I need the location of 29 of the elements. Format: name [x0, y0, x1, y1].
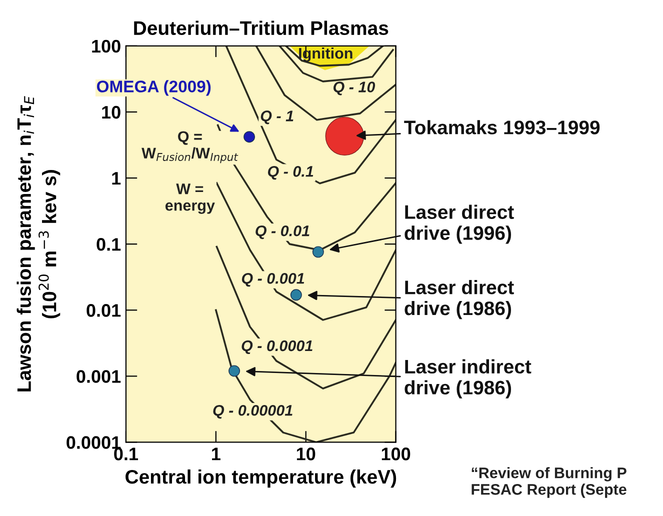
- text: Laser direct drive (1996): [404, 204, 514, 244]
- annotation: Q - 0.01: [256, 225, 310, 240]
- y-tick-label: 0.001: [76, 370, 121, 383]
- y-tick-label: 1: [112, 172, 121, 185]
- annotation: Q - 1: [260, 110, 294, 124]
- x-tick-label: 0.1: [114, 448, 138, 460]
- annotation: Q - 0.00001: [213, 404, 292, 419]
- text: Q = W$_{Fusion}$/W$_{Input}$: [142, 131, 238, 164]
- x-tick-label: 1: [212, 448, 220, 460]
- annotation: Q - 0.001: [242, 273, 304, 287]
- annotation: W = energy: [165, 184, 215, 214]
- x-tick-label: 100: [382, 448, 410, 460]
- annotation: Q - 10: [334, 82, 376, 96]
- x-axis-title: Central ion temperature (keV): [126, 469, 396, 488]
- text: “Review of Burning P FESAC Report (Septe: [472, 467, 626, 498]
- y-tick-label: 0.0001: [66, 436, 121, 449]
- y-tick-label: 10: [102, 106, 120, 119]
- annotation: Q - 0.1: [268, 166, 314, 180]
- y-tick-label: 0.1: [96, 238, 121, 251]
- x-tick-label: 10: [296, 448, 316, 460]
- text: OMEGA (2009): [96, 80, 211, 96]
- text: Laser indirect drive (1986): [404, 359, 532, 398]
- y-tick-label: 100: [92, 40, 120, 53]
- text: Laser direct drive (1986): [404, 280, 514, 320]
- text: Lawson fusion parameter, n$_{i}$T$_{i}$τ$_{E}$ (10$^{20}$ m$^{−3}$ kev s): [16, 96, 60, 392]
- chart-title: Deuterium–Tritium Plasmas: [134, 20, 388, 36]
- y-tick-label: 0.01: [86, 304, 121, 317]
- text: Tokamaks 1993–1999: [404, 120, 600, 134]
- annotation: Q - 0.0001: [242, 340, 312, 354]
